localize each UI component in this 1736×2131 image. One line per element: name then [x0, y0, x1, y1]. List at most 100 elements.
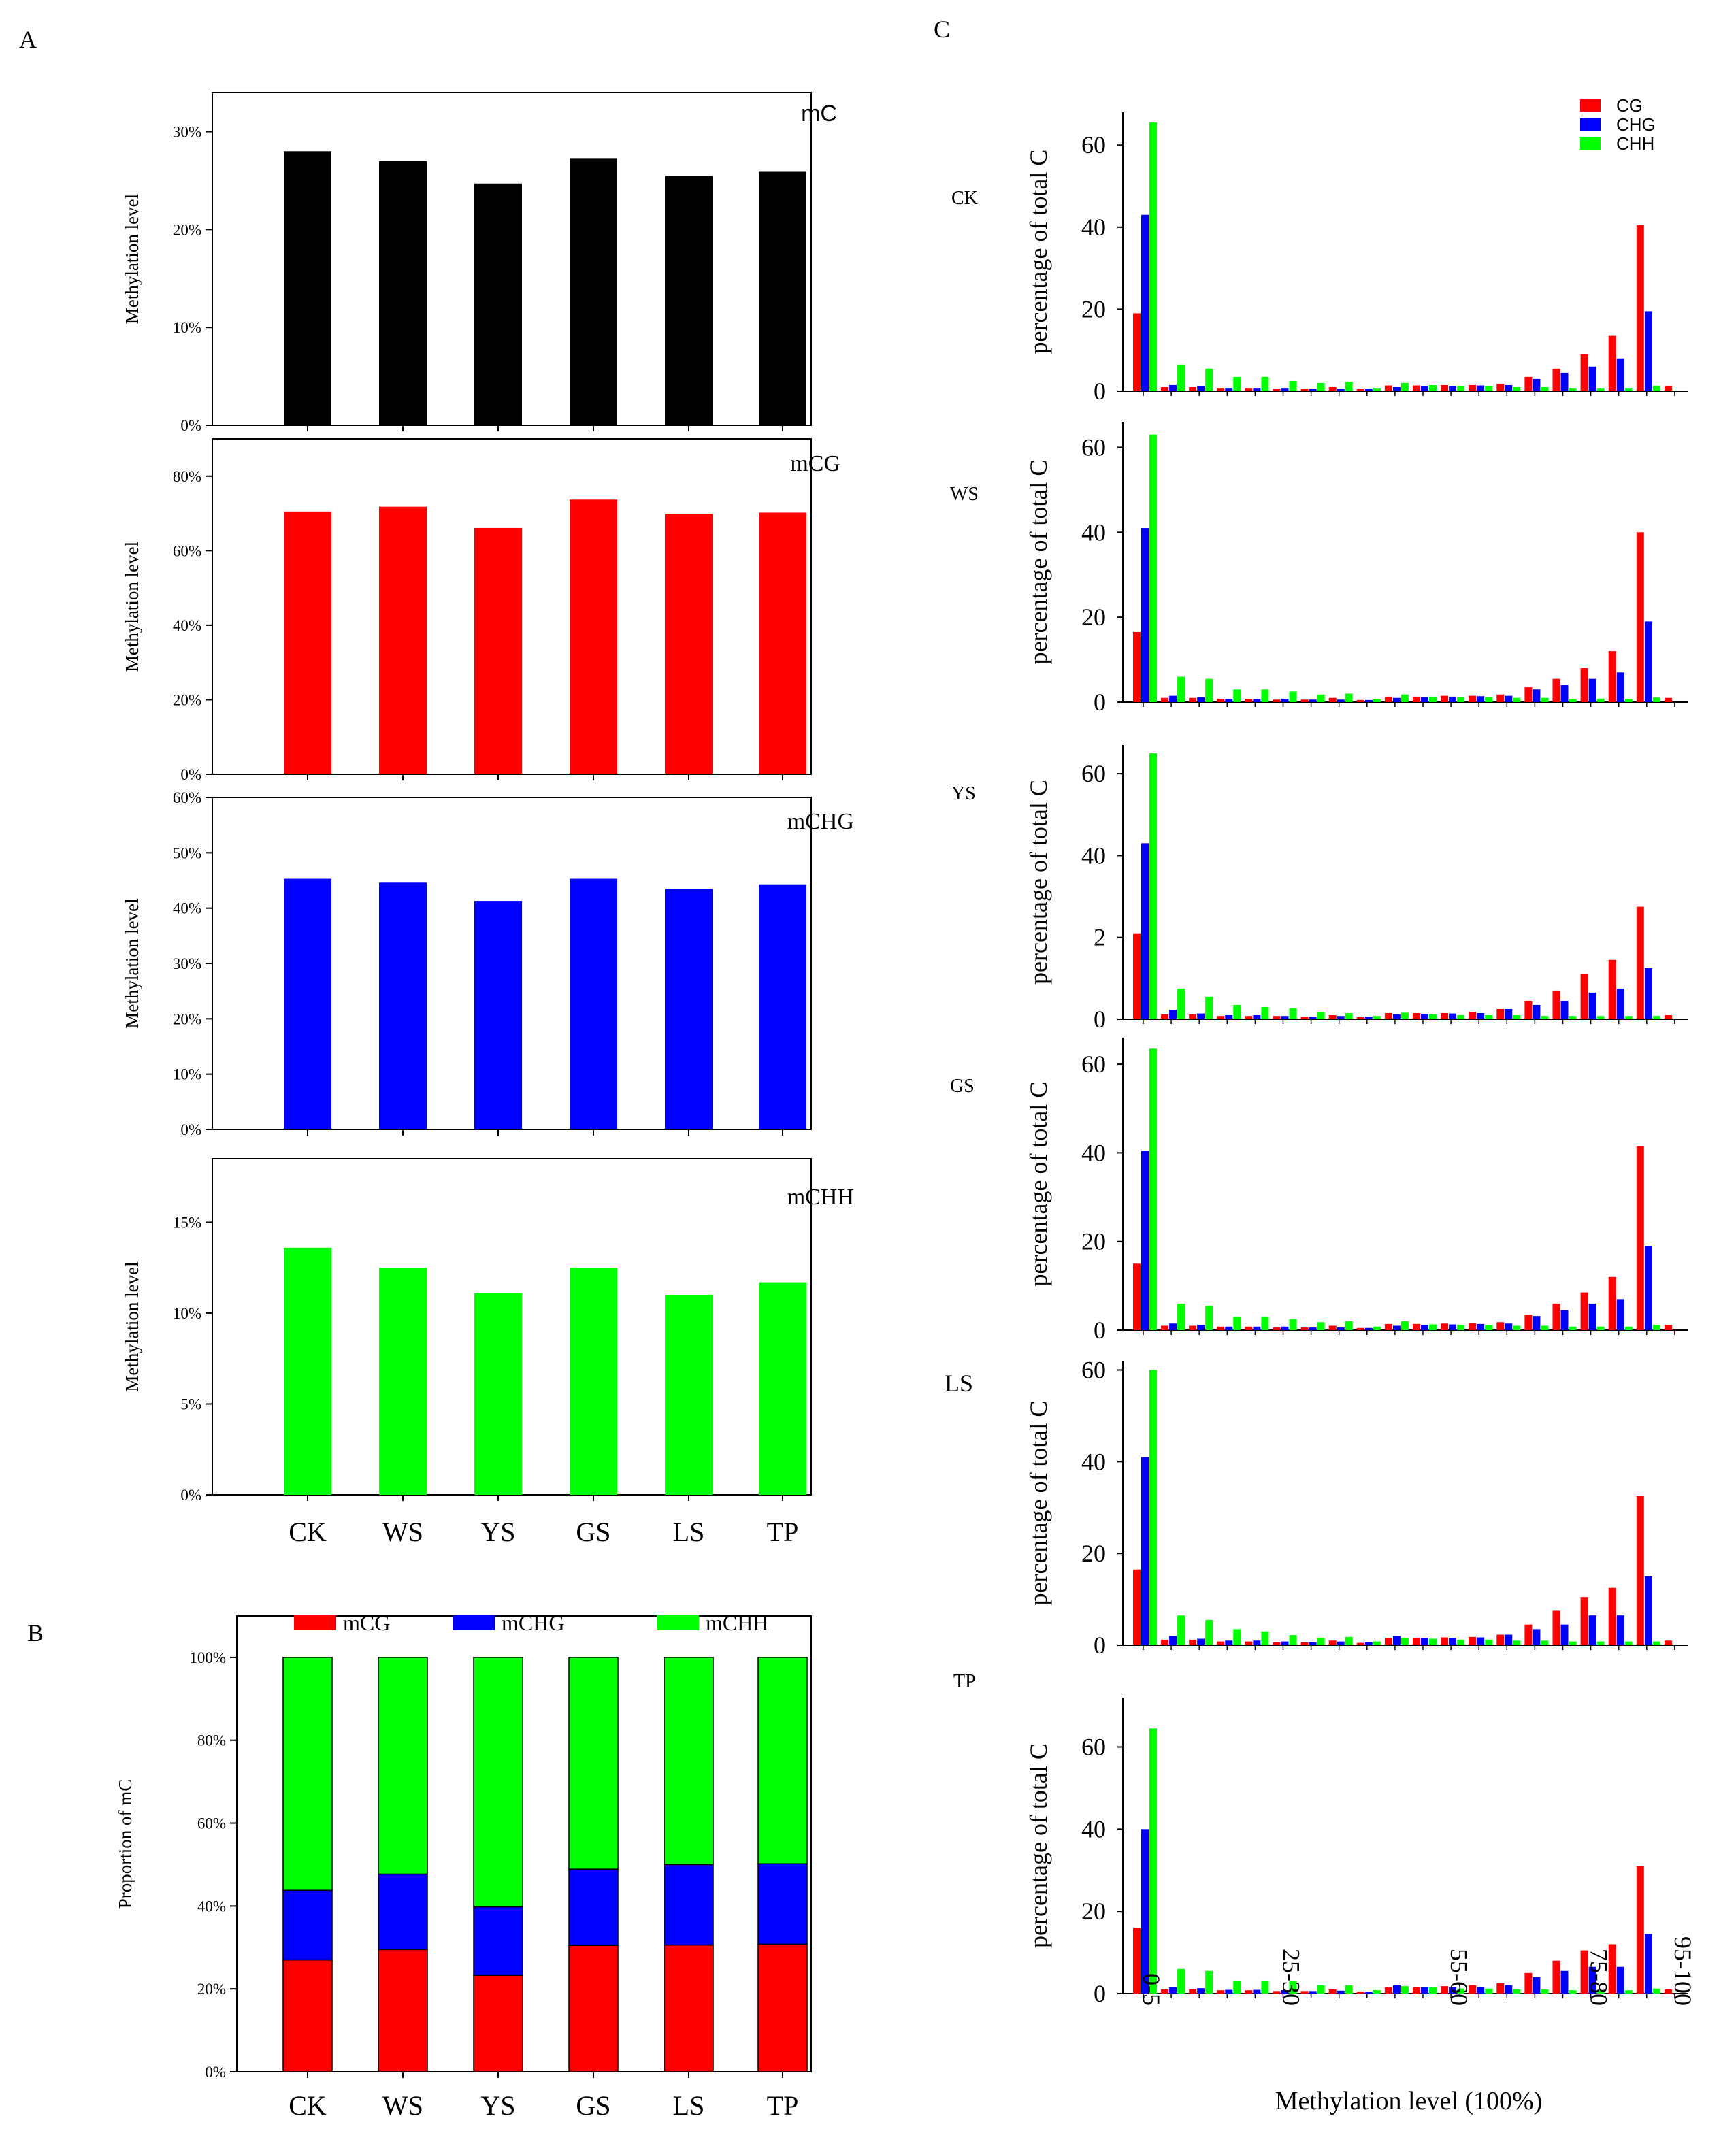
sample-label-gs: GS — [950, 1076, 975, 1097]
bar-cg-ls-50-55 — [1413, 1638, 1420, 1645]
histogram-ck: 0204060percentage of total CCK — [951, 112, 1688, 405]
bar-chg-tp-5-10 — [1169, 1987, 1177, 1994]
bar-chh-tp-35-40 — [1345, 1985, 1353, 1994]
bar-chh-ws-0-5 — [1149, 435, 1157, 702]
bar-chg-ck-60-65 — [1477, 386, 1484, 391]
bar-chh-ck-45-50 — [1401, 383, 1409, 391]
stack-mchg-ws — [378, 1874, 427, 1949]
chart-mchh-ylabel: Methylation level — [122, 1261, 142, 1391]
bar-mcg-gs — [570, 499, 617, 774]
bar-chg-ck-85-90 — [1617, 359, 1624, 391]
bar-chh-ys-50-55 — [1429, 1014, 1437, 1019]
bar-chg-tp-35-40 — [1337, 1991, 1345, 1994]
bar-cg-gs-15-20 — [1217, 1327, 1224, 1330]
bar-chh-ls-70-75 — [1541, 1640, 1548, 1645]
bar-chg-ws-15-20 — [1225, 699, 1232, 702]
bar-chg-gs-75-80 — [1561, 1310, 1569, 1330]
bar-chg-ys-55-60 — [1449, 1014, 1456, 1019]
y-tick-label: 40% — [173, 900, 201, 917]
bar-chh-ls-75-80 — [1569, 1642, 1577, 1645]
histogram-xlabel: Methylation level (100%) — [1275, 2087, 1543, 2115]
bar-chh-ws-85-90 — [1625, 699, 1633, 702]
bar-chg-ys-0-5 — [1141, 843, 1149, 1019]
bar-chh-ls-65-70 — [1513, 1640, 1520, 1645]
bar-chh-gs-55-60 — [1457, 1325, 1464, 1330]
bar-cg-ys-70-75 — [1524, 1001, 1532, 1019]
bar-cg-ys-55-60 — [1441, 1013, 1448, 1019]
bar-chg-ys-35-40 — [1337, 1016, 1345, 1019]
y-tick-label: 60 — [1081, 1051, 1106, 1078]
bar-cg-ck-95-100 — [1665, 386, 1672, 391]
bar-chh-ls-15-20 — [1233, 1629, 1241, 1645]
bar-chh-ws-5-10 — [1177, 677, 1185, 702]
x-category-label: LS — [673, 2090, 705, 2121]
bar-mcg-ws — [379, 507, 427, 774]
bar-cg-ck-45-50 — [1385, 386, 1392, 391]
bar-chg-ls-55-60 — [1449, 1638, 1456, 1645]
stack-mchh-gs — [569, 1657, 618, 1869]
bar-cg-ck-70-75 — [1524, 377, 1532, 391]
bar-chh-ws-80-85 — [1597, 699, 1605, 702]
y-tick-label: 20% — [197, 1981, 226, 1998]
bar-chg-ys-15-20 — [1225, 1015, 1232, 1019]
x-bin-label: 55-60 — [1445, 1949, 1473, 2006]
x-category-label: GS — [576, 2090, 610, 2121]
stack-mchg-ck — [283, 1890, 332, 1960]
histogram-ylabel: percentage of total C — [1025, 780, 1052, 985]
chart-mcg-ylabel: Methylation level — [122, 542, 142, 672]
y-tick-label: 0% — [180, 417, 201, 434]
bar-chh-tp-10-15 — [1205, 1971, 1213, 1994]
bar-chh-ls-35-40 — [1345, 1637, 1353, 1645]
x-bin-label: 75-80 — [1586, 1949, 1613, 2006]
bar-chg-ls-35-40 — [1337, 1642, 1345, 1645]
bar-cg-ck-10-15 — [1189, 387, 1196, 391]
bar-chg-gs-55-60 — [1449, 1325, 1456, 1330]
bar-cg-ck-5-10 — [1161, 387, 1168, 391]
bar-cg-ws-10-15 — [1189, 698, 1196, 702]
bar-chh-tp-40-45 — [1373, 1990, 1381, 1994]
bar-chh-ls-50-55 — [1429, 1639, 1437, 1645]
bar-mc-tp — [759, 171, 806, 425]
bar-chg-tp-70-75 — [1533, 1977, 1540, 1994]
bar-chh-ws-75-80 — [1569, 699, 1577, 702]
figure: A B C 0%10%20%30%mCMethylation level0%20… — [0, 0, 1736, 2131]
bar-chg-gs-90-95 — [1645, 1246, 1652, 1330]
bar-mcg-tp — [759, 512, 806, 774]
bar-chh-ck-40-45 — [1373, 388, 1381, 391]
bar-cg-ls-70-75 — [1524, 1625, 1532, 1645]
bar-chg-ys-10-15 — [1197, 1014, 1205, 1019]
bar-cg-ls-20-25 — [1245, 1642, 1252, 1645]
histogram-gs: 0204060percentage of total CGS — [950, 1038, 1688, 1344]
bar-chh-ls-90-95 — [1653, 1642, 1660, 1645]
plots-layer: 0%10%20%30%mCMethylation level0%20%40%60… — [115, 93, 1697, 2121]
bar-chg-ck-90-95 — [1645, 311, 1652, 391]
bar-chg-ls-75-80 — [1561, 1625, 1569, 1645]
bar-chg-ws-10-15 — [1197, 697, 1205, 702]
bar-cg-tp-50-55 — [1413, 1987, 1420, 1994]
histogram-ws: 0204060percentage of total CWS — [950, 422, 1688, 716]
bar-chg-tp-20-25 — [1253, 1990, 1260, 1994]
bar-mchg-gs — [570, 879, 617, 1129]
bar-cg-ys-45-50 — [1385, 1013, 1392, 1019]
x-category-label: YS — [480, 2090, 515, 2121]
bar-chh-ws-15-20 — [1233, 689, 1241, 702]
x-category-label: LS — [673, 1517, 705, 1547]
bar-cg-ls-10-15 — [1189, 1640, 1196, 1645]
bar-chg-ys-25-30 — [1281, 1016, 1289, 1019]
bar-chg-tp-30-35 — [1309, 1991, 1317, 1994]
bar-cg-ck-50-55 — [1413, 386, 1420, 391]
chart-mcg: 0%20%40%60%80%mCGMethylation level — [122, 439, 840, 783]
histogram-ylabel: percentage of total C — [1025, 460, 1052, 665]
bar-chh-gs-60-65 — [1485, 1325, 1492, 1330]
bar-chg-ys-30-35 — [1309, 1017, 1317, 1019]
bar-chh-ys-90-95 — [1653, 1016, 1660, 1019]
bar-chg-tp-75-80 — [1561, 1971, 1569, 1994]
bar-chh-ws-20-25 — [1261, 689, 1268, 702]
bar-chh-ls-45-50 — [1401, 1638, 1409, 1645]
bar-cg-ws-95-100 — [1665, 698, 1672, 702]
y-tick-label: 10% — [173, 1066, 201, 1083]
bar-cg-gs-30-35 — [1301, 1327, 1309, 1330]
bar-cg-ws-15-20 — [1217, 699, 1224, 702]
bar-chh-tp-75-80 — [1569, 1990, 1577, 1994]
bar-cg-ws-45-50 — [1385, 697, 1392, 702]
